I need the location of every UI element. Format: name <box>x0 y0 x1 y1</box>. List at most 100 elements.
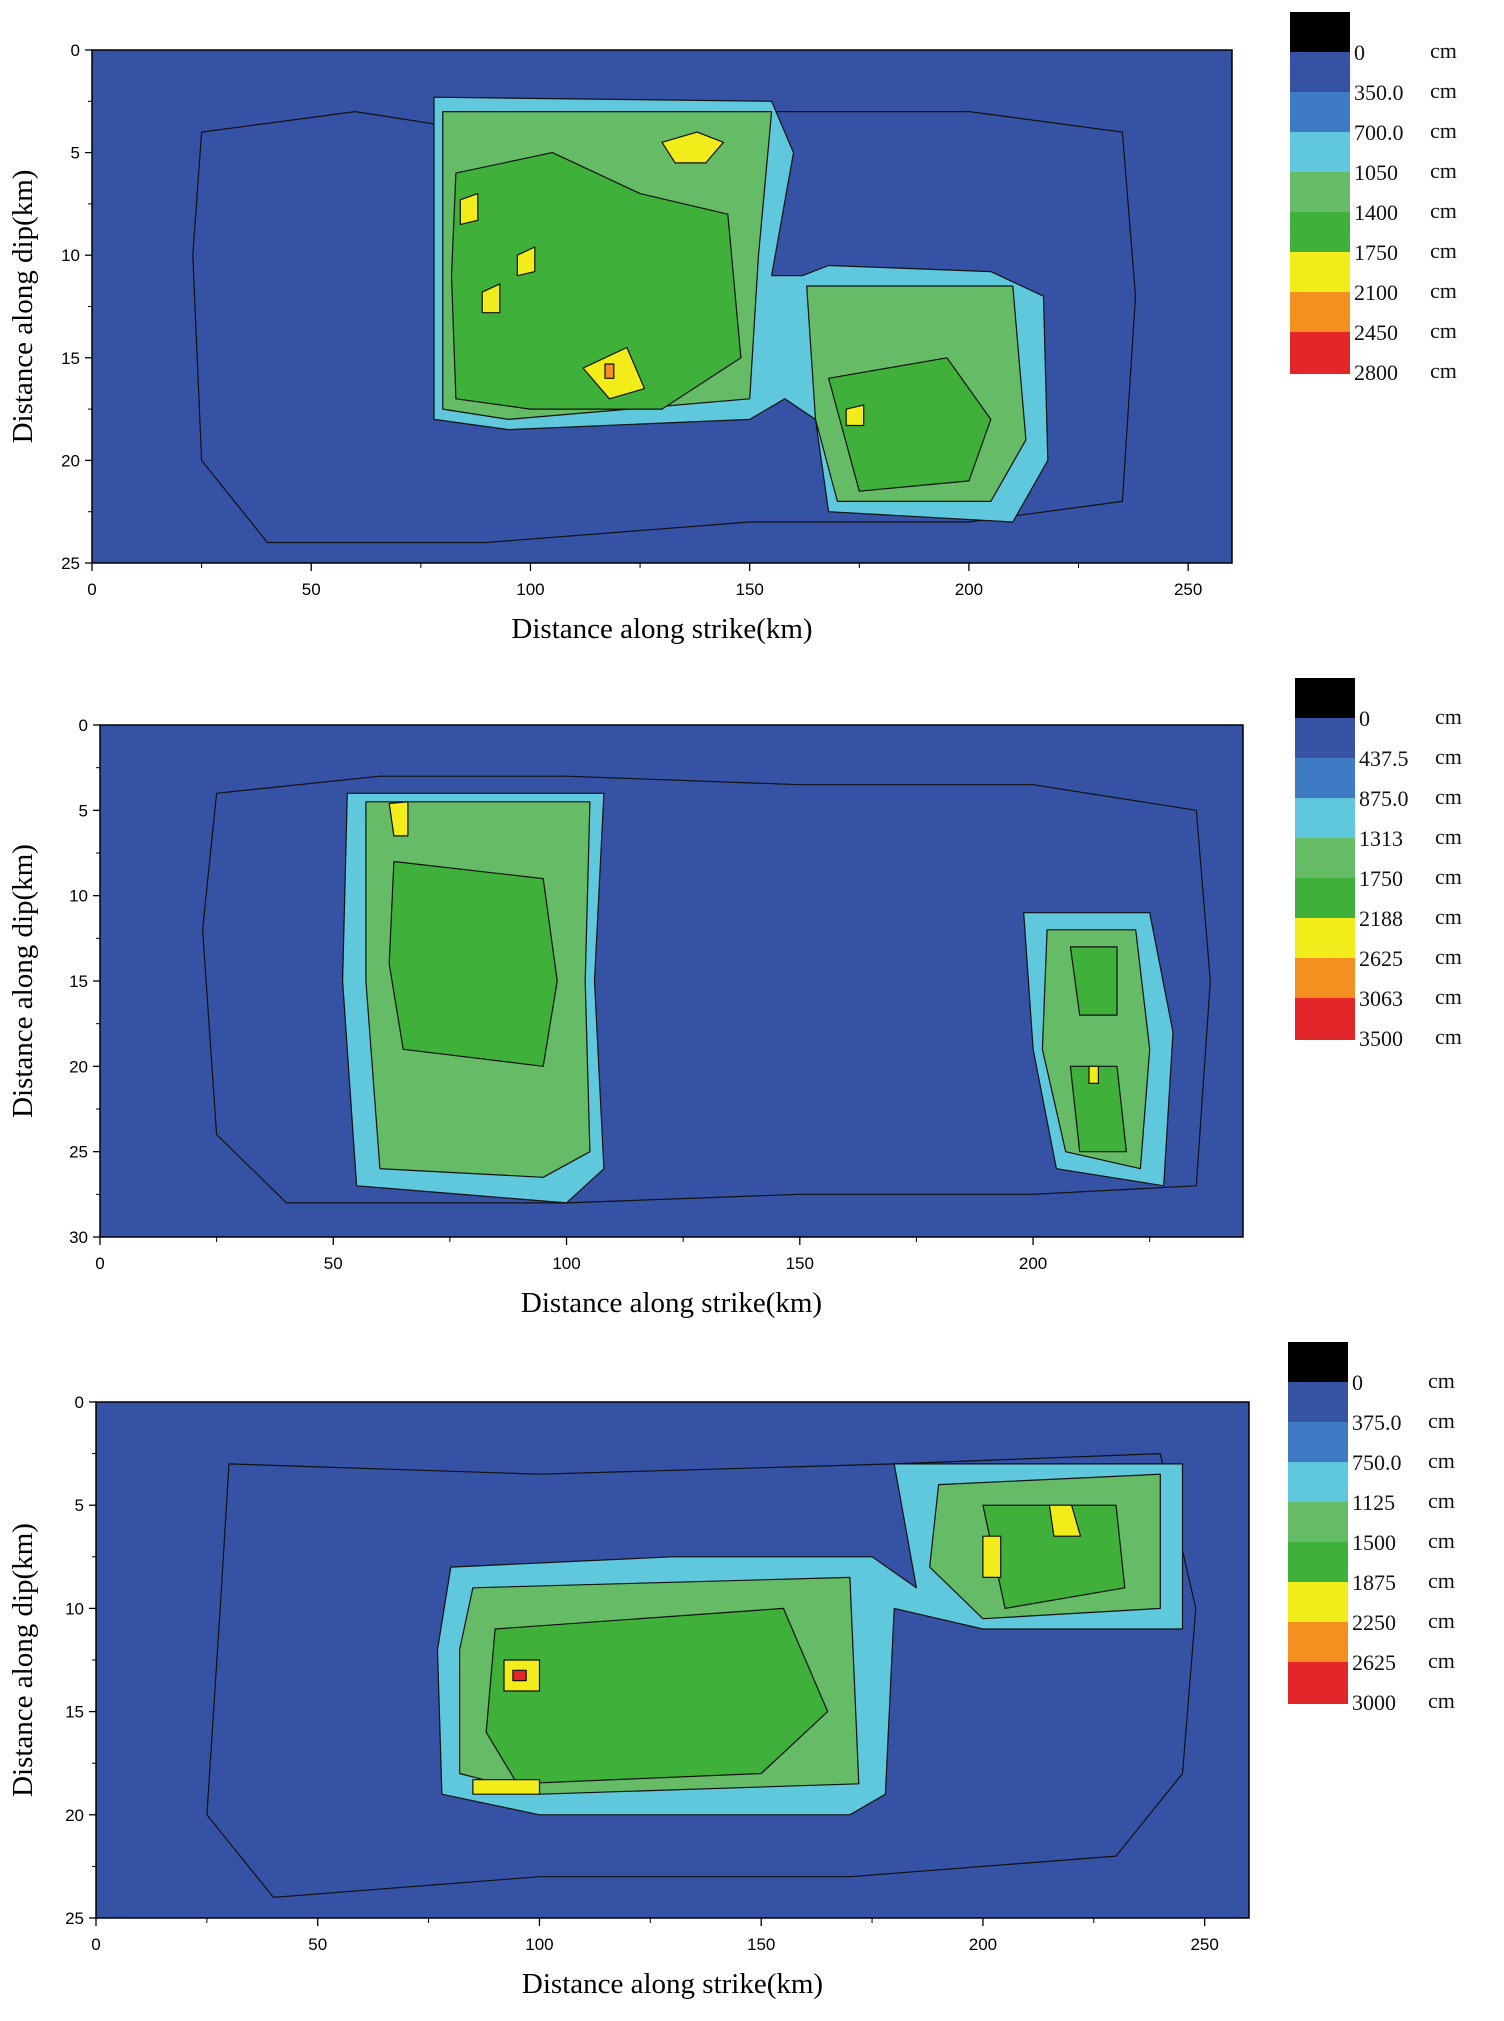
legend-level-label: 2800 <box>1354 360 1398 385</box>
y-tick-label: 5 <box>71 144 80 163</box>
legend-unit-label: cm <box>1430 158 1457 183</box>
x-tick-label: 150 <box>747 1935 775 1954</box>
legend-swatch <box>1288 1582 1348 1624</box>
legend-swatch <box>1295 878 1355 920</box>
contour-patch-8 <box>472 1779 541 1795</box>
legend-unit-label: cm <box>1428 1368 1455 1393</box>
contour-patch-9 <box>1069 1065 1128 1153</box>
y-axis-label: Distance along dip(km) <box>7 1523 39 1797</box>
chart-svg-1: 0 50 100 150 200 250 0 5 10 15 20 25 Distance along … <box>7 41 1233 645</box>
legend-unit-label: cm <box>1435 784 1462 809</box>
contour-group <box>206 1452 1197 1899</box>
y-tick-label: 0 <box>75 1393 84 1412</box>
legend-swatch <box>1290 92 1350 134</box>
legend-unit-label: cm <box>1428 1608 1455 1633</box>
legend-unit-label: cm <box>1435 904 1462 929</box>
chart-panel-1: 0 50 100 150 200 250 0 5 10 15 20 25 Distance along … <box>0 0 1504 660</box>
x-tick-label: 250 <box>1174 580 1202 599</box>
legend-level-label: 2625 <box>1352 1650 1396 1675</box>
contour-patch-5 <box>485 1607 829 1785</box>
y-tick-label: 5 <box>75 1496 84 1515</box>
y-tick-label: 0 <box>71 41 80 60</box>
legend-unit-label: cm <box>1430 78 1457 103</box>
legend-swatch <box>1295 998 1355 1040</box>
legend-level-label: 1050 <box>1354 160 1398 185</box>
chart-panel-2: 0 50 100 150 200 0 5 10 15 20 25 30 Distance along s… <box>0 670 1504 1338</box>
contour-patch-11 <box>512 1669 527 1682</box>
legend-level-label: 1750 <box>1359 866 1403 891</box>
legend-level-label: 375.0 <box>1352 1410 1402 1435</box>
x-tick-label: 200 <box>969 1935 997 1954</box>
y-tick-label: 20 <box>61 451 80 470</box>
legend-unit-label: cm <box>1430 118 1457 143</box>
legend-level-label: 437.5 <box>1359 746 1409 771</box>
x-tick-label: 150 <box>736 580 764 599</box>
x-axis-label: Distance along strike(km) <box>521 1287 822 1319</box>
legend-level-label: 750.0 <box>1352 1450 1402 1475</box>
y-tick-label: 25 <box>61 554 80 573</box>
y-tick-label: 10 <box>69 887 88 906</box>
y-tick-label: 20 <box>65 1806 84 1825</box>
legend-swatch <box>1288 1622 1348 1664</box>
legend-unit-label: cm <box>1435 744 1462 769</box>
x-axis-label: Distance along strike(km) <box>511 613 812 645</box>
contour-patch-6 <box>827 357 992 492</box>
legend-unit-label: cm <box>1430 318 1457 343</box>
contour-patch-8 <box>661 131 725 164</box>
legend-unit-label: cm <box>1428 1488 1455 1513</box>
legend-swatch <box>1288 1542 1348 1584</box>
contour-patch-11 <box>481 283 501 314</box>
contour-patch-4 <box>388 860 558 1067</box>
legend-swatch <box>1295 718 1355 760</box>
legend-unit-label: cm <box>1435 1024 1462 1049</box>
contour-patch-10 <box>516 246 536 277</box>
y-tick-label: 10 <box>65 1599 84 1618</box>
legend-swatch <box>1288 1382 1348 1424</box>
x-tick-label: 100 <box>516 580 544 599</box>
legend-unit-label: cm <box>1435 824 1462 849</box>
legend-level-label: 875.0 <box>1359 786 1409 811</box>
x-tick-label: 50 <box>324 1254 343 1273</box>
y-tick-label: 25 <box>69 1143 88 1162</box>
legend-level-label: 2250 <box>1352 1610 1396 1635</box>
legend-swatch <box>1290 212 1350 254</box>
legend-level-label: 0 <box>1354 40 1365 65</box>
y-tick-label: 15 <box>69 972 88 991</box>
contour-patch-9 <box>459 193 479 225</box>
y-tick-label: 15 <box>61 349 80 368</box>
contour-patch-10 <box>1088 1065 1100 1084</box>
x-axis-label: Distance along strike(km) <box>522 1968 823 2000</box>
legend-level-label: 1750 <box>1354 240 1398 265</box>
x-tick-label: 200 <box>955 580 983 599</box>
legend-unit-label: cm <box>1430 198 1457 223</box>
x-tick-label: 0 <box>91 1935 100 1954</box>
y-tick-label: 20 <box>69 1057 88 1076</box>
chart-panel-3: 0 50 100 150 200 250 0 5 10 15 20 25 Distance along … <box>0 1338 1504 2021</box>
chart-svg-2: 0 50 100 150 200 0 5 10 15 20 25 30 Distance along s… <box>7 716 1244 1319</box>
legend-unit-label: cm <box>1435 864 1462 889</box>
x-tick-label: 100 <box>525 1935 553 1954</box>
legend-swatch <box>1295 838 1355 880</box>
legend-level-label: 2625 <box>1359 946 1403 971</box>
legend-level-label: 3000 <box>1352 1690 1396 1715</box>
y-tick-label: 10 <box>61 246 80 265</box>
contour-patch-7 <box>1041 929 1151 1170</box>
legend-level-label: 1313 <box>1359 826 1403 851</box>
legend-unit-label: cm <box>1428 1568 1455 1593</box>
legend-level-label: 350.0 <box>1354 80 1404 105</box>
legend-swatch <box>1295 798 1355 840</box>
legend-level-label: 1400 <box>1354 200 1398 225</box>
y-tick-label: 5 <box>79 801 88 820</box>
contour-patch-10 <box>982 1535 1002 1578</box>
contour-patch-12 <box>845 404 865 427</box>
legend-level-label: 2100 <box>1354 280 1398 305</box>
x-tick-label: 200 <box>1019 1254 1047 1273</box>
legend-unit-label: cm <box>1430 238 1457 263</box>
legend-level-label: 0 <box>1359 706 1370 731</box>
legend-unit-label: cm <box>1430 38 1457 63</box>
contour-patch-13 <box>604 363 615 379</box>
x-tick-label: 100 <box>552 1254 580 1273</box>
legend-swatch <box>1290 12 1350 54</box>
legend-level-label: 1875 <box>1352 1570 1396 1595</box>
legend-swatch <box>1290 172 1350 214</box>
